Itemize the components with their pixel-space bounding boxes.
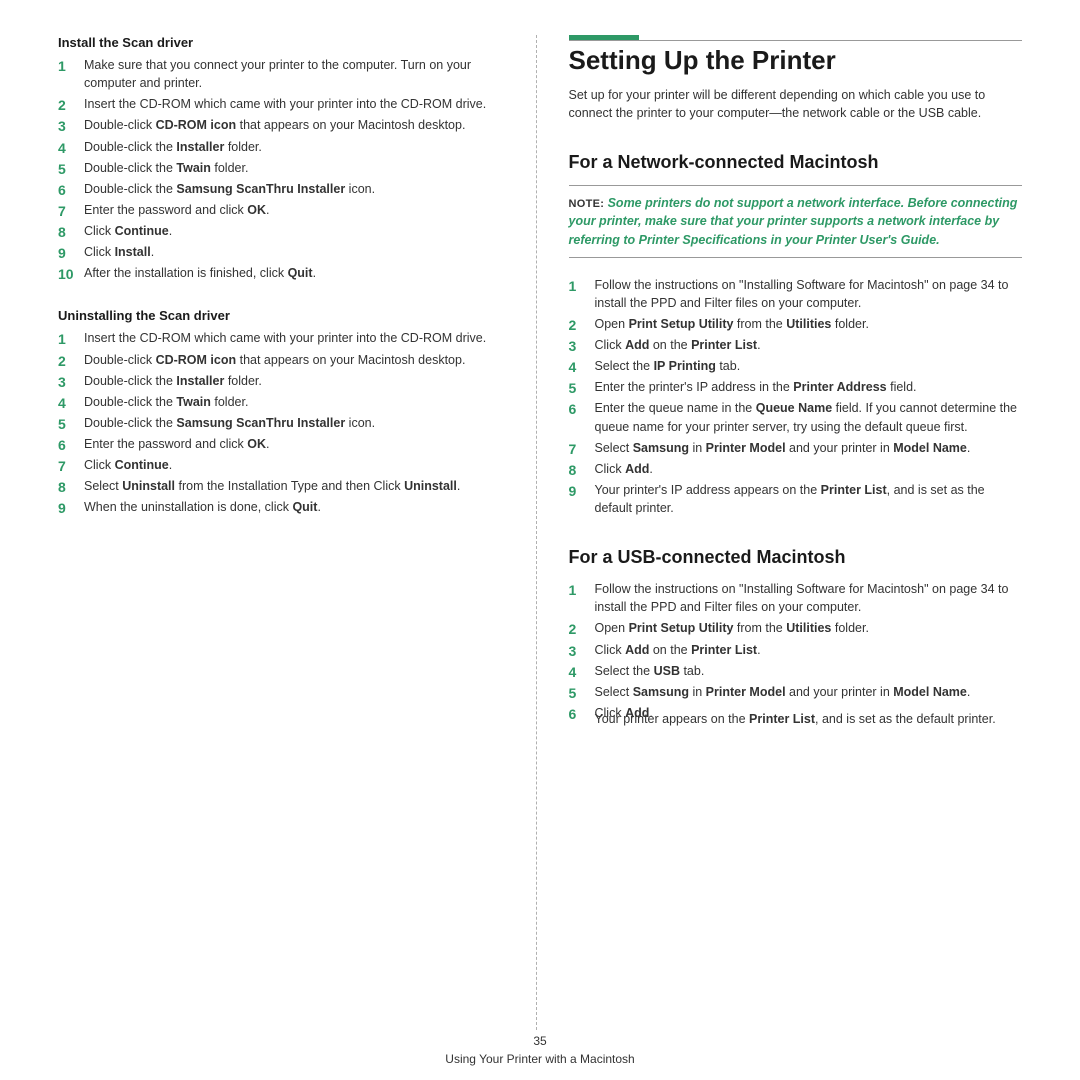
list-item: Select Uninstall from the Installation T… [58, 477, 512, 495]
page-body: Install the Scan driver Make sure that y… [0, 0, 1080, 1030]
list-item: Click Continue. [58, 456, 512, 474]
list-item: Double-click the Installer folder. [58, 372, 512, 390]
list-item: Click Add on the Printer List. [569, 336, 1023, 354]
right-column: Setting Up the Printer Set up for your p… [539, 35, 1041, 1030]
uninstall-steps: Insert the CD-ROM which came with your p… [58, 329, 512, 516]
page-number: 35 [0, 1034, 1080, 1048]
list-item: Select Samsung in Printer Model and your… [569, 683, 1023, 701]
note-text: Some printers do not support a network i… [569, 196, 1018, 246]
list-item: Insert the CD-ROM which came with your p… [58, 95, 512, 113]
column-divider [536, 35, 537, 1030]
list-item: Your printer's IP address appears on the… [569, 481, 1023, 517]
list-item: Open Print Setup Utility from the Utilit… [569, 315, 1023, 333]
list-item: Enter the password and click OK. [58, 435, 512, 453]
list-item: Click Add on the Printer List. [569, 641, 1023, 659]
list-item: Select the IP Printing tab. [569, 357, 1023, 375]
list-item: Select the USB tab. [569, 662, 1023, 680]
network-steps: Follow the instructions on "Installing S… [569, 276, 1023, 518]
list-item: Follow the instructions on "Installing S… [569, 276, 1023, 312]
list-item: When the uninstallation is done, click Q… [58, 498, 512, 516]
main-heading: Setting Up the Printer [569, 45, 1023, 76]
list-item: After the installation is finished, clic… [58, 264, 512, 282]
page-footer: 35 Using Your Printer with a Macintosh [0, 1034, 1080, 1066]
note-label: NOTE: [569, 198, 608, 210]
list-item: Double-click the Installer folder. [58, 138, 512, 156]
list-item: Click Add. [569, 460, 1023, 478]
uninstall-heading: Uninstalling the Scan driver [58, 308, 512, 323]
list-item: Open Print Setup Utility from the Utilit… [569, 619, 1023, 637]
list-item: Click Install. [58, 243, 512, 261]
intro-text: Set up for your printer will be differen… [569, 86, 1023, 122]
list-item: Enter the printer's IP address in the Pr… [569, 378, 1023, 396]
list-item: Select Samsung in Printer Model and your… [569, 439, 1023, 457]
install-heading: Install the Scan driver [58, 35, 512, 50]
left-column: Install the Scan driver Make sure that y… [40, 35, 534, 1030]
list-item: Enter the password and click OK. [58, 201, 512, 219]
list-item: Enter the queue name in the Queue Name f… [569, 399, 1023, 435]
list-item: Double-click the Twain folder. [58, 159, 512, 177]
list-item: Double-click the Samsung ScanThru Instal… [58, 414, 512, 432]
usb-heading: For a USB-connected Macintosh [569, 547, 1023, 568]
list-item: Click Add. [569, 704, 1023, 722]
list-item: Insert the CD-ROM which came with your p… [58, 329, 512, 347]
network-heading: For a Network-connected Macintosh [569, 152, 1023, 173]
install-steps: Make sure that you connect your printer … [58, 56, 512, 282]
note-box: NOTE: Some printers do not support a net… [569, 185, 1023, 257]
footer-section: Using Your Printer with a Macintosh [0, 1052, 1080, 1066]
list-item: Double-click the Samsung ScanThru Instal… [58, 180, 512, 198]
list-item: Double-click CD-ROM icon that appears on… [58, 351, 512, 369]
list-item: Double-click CD-ROM icon that appears on… [58, 116, 512, 134]
top-rule [569, 40, 1023, 41]
list-item: Click Continue. [58, 222, 512, 240]
usb-steps: Follow the instructions on "Installing S… [569, 580, 1023, 722]
list-item: Double-click the Twain folder. [58, 393, 512, 411]
list-item: Follow the instructions on "Installing S… [569, 580, 1023, 616]
list-item: Make sure that you connect your printer … [58, 56, 512, 92]
